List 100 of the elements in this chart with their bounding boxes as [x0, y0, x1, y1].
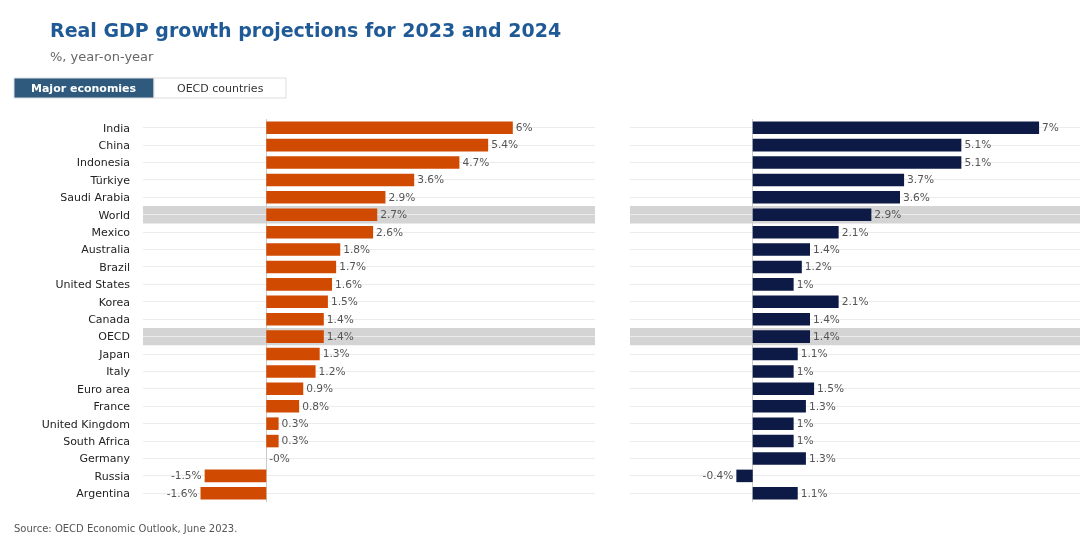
bar [752, 278, 794, 291]
data-label: 0.3% [281, 434, 309, 448]
y-tick-label: France [93, 400, 131, 414]
data-label: 2.9% [874, 208, 902, 222]
data-label: 2.9% [388, 190, 416, 204]
data-label: 7% [1042, 121, 1059, 134]
data-label: -0.4% [702, 469, 734, 482]
y-tick-label: Germany [79, 452, 131, 466]
data-label: 1.8% [343, 242, 371, 256]
data-label: 2.1% [841, 295, 869, 308]
bar [266, 225, 374, 239]
y-tick-label: Türkiye [89, 173, 131, 187]
text: OECD countries [177, 82, 264, 95]
bar [752, 365, 794, 378]
bar [752, 382, 815, 396]
data-label: 6% [515, 121, 533, 134]
bar [266, 208, 378, 222]
y-tick-label: Euro area [77, 382, 130, 396]
data-label: 1.3% [322, 347, 350, 360]
data-label: 1.4% [813, 242, 840, 256]
bar [752, 191, 900, 204]
data-label: 1.1% [800, 347, 828, 360]
bar [266, 191, 386, 204]
bar [752, 330, 810, 343]
bar [736, 469, 753, 483]
bar [752, 138, 962, 152]
y-tick-label: Saudi Arabia [60, 191, 130, 205]
y-tick-label: United Kingdom [41, 417, 130, 431]
bar [752, 260, 802, 274]
text: Major economies [31, 82, 137, 95]
bar [752, 452, 806, 465]
data-label: 2.6% [376, 225, 404, 239]
bar [266, 156, 460, 169]
bar [752, 487, 798, 500]
data-label: 0.8% [302, 399, 330, 413]
bar [752, 173, 905, 187]
bar [266, 243, 341, 256]
data-label: 1.4% [813, 312, 840, 325]
data-label: 1.2% [318, 364, 346, 378]
data-label: 2.1% [841, 225, 869, 239]
data-label: 1.5% [330, 295, 358, 308]
bar [752, 347, 798, 361]
data-label: 4.7% [462, 155, 490, 168]
bar [752, 295, 839, 309]
chart-title: Real GDP growth projections for 2023 and 2024 [50, 19, 562, 41]
bar [752, 417, 794, 430]
data-label: 2.7% [380, 208, 408, 222]
data-label: 1% [796, 364, 814, 378]
bar [266, 434, 279, 448]
data-label: -1.6% [166, 486, 198, 499]
y-tick-label: Argentina [76, 487, 130, 501]
bar [266, 365, 316, 378]
bar [752, 399, 806, 413]
y-tick-label: Indonesia [76, 156, 130, 170]
bar [752, 243, 810, 256]
data-label: 1.5% [817, 382, 845, 396]
bar [752, 434, 794, 448]
data-label: 1% [796, 434, 814, 448]
data-label: 1.2% [804, 260, 832, 273]
data-label: 5.4% [491, 138, 519, 151]
bar [204, 469, 267, 483]
y-tick-label: OECD [98, 330, 130, 344]
bar [266, 382, 304, 396]
bar [266, 399, 300, 413]
bar [266, 330, 324, 343]
bar [752, 121, 1040, 134]
bar [266, 138, 489, 152]
y-tick-label: Mexico [91, 226, 131, 240]
y-tick-label: United States [55, 278, 131, 292]
bar [266, 121, 513, 134]
bar [752, 156, 962, 169]
bar [266, 260, 337, 274]
y-tick-label: Brazil [99, 260, 130, 274]
data-label: 1.4% [326, 329, 354, 342]
bar [266, 347, 320, 361]
bar [200, 487, 267, 500]
bar [266, 417, 279, 430]
y-tick-label: Korea [98, 295, 130, 309]
y-tick-label: Canada [88, 313, 130, 327]
data-label: 1.3% [808, 451, 836, 464]
data-label: 1.4% [813, 329, 840, 342]
bar [266, 312, 324, 326]
data-label: 0.9% [306, 382, 334, 396]
source-note: Source: OECD Economic Outlook, June 2023. [14, 523, 238, 534]
y-tick-label: Russia [94, 469, 130, 483]
y-tick-label: Australia [81, 243, 130, 257]
data-label: 1.7% [339, 260, 367, 273]
bar [752, 225, 839, 239]
chart-subtitle: %, year-on-year [50, 49, 155, 64]
y-tick-label: South Africa [63, 434, 130, 448]
bar [266, 173, 415, 187]
y-tick-label: Italy [106, 365, 131, 379]
data-label: 1.3% [808, 399, 836, 413]
bar [266, 278, 333, 291]
data-label: -1.5% [170, 469, 202, 482]
bar [752, 312, 810, 326]
data-label: 5.1% [964, 155, 992, 168]
data-label: 1% [796, 417, 814, 431]
data-label: 1% [796, 277, 814, 290]
data-label: 3.7% [907, 173, 935, 187]
